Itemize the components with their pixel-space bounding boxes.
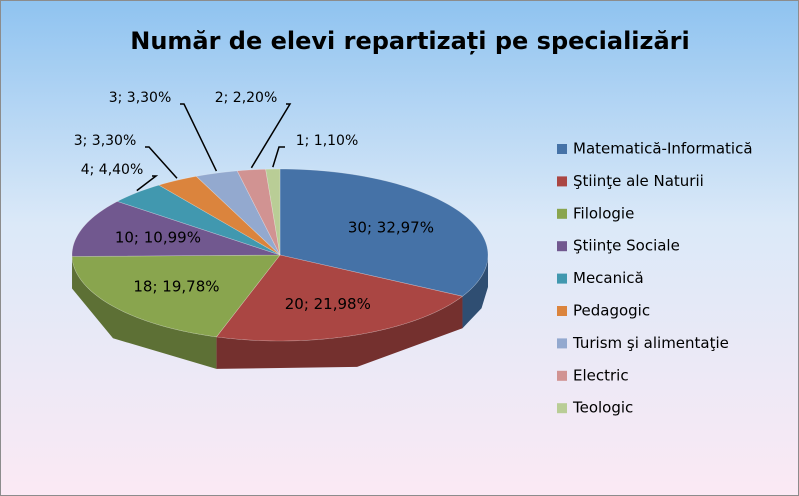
pie-slice xyxy=(265,168,281,256)
legend-label: Filologie xyxy=(573,204,634,222)
pie-slice xyxy=(158,175,281,256)
data-label: 3; 3,30% xyxy=(109,90,172,106)
legend-label: Pedagogic xyxy=(573,302,650,320)
pie-side xyxy=(72,256,217,369)
legend-swatch xyxy=(557,176,567,187)
chart-title: Număr de elevi repartizați pe specializă… xyxy=(130,27,690,55)
pie-slice xyxy=(71,201,281,257)
data-label: 1; 1,10% xyxy=(296,133,359,149)
legend-label: Turism şi alimentaţie xyxy=(572,334,729,352)
legend-swatch xyxy=(557,241,567,252)
leader-line xyxy=(250,103,292,169)
legend-label: Ştiinţe ale Naturii xyxy=(573,172,704,190)
legend-swatch xyxy=(557,306,567,316)
data-label: 30; 32,97% xyxy=(348,218,434,236)
data-label: 2; 2,20% xyxy=(215,90,278,106)
legend: Matematică-Informatică Ştiinţe ale Naturi… xyxy=(557,140,753,417)
data-label: 20; 21,98% xyxy=(285,295,371,313)
legend-label: Ştiinţe Sociale xyxy=(573,237,680,255)
data-label: 4; 4,40% xyxy=(81,162,144,178)
legend-swatch xyxy=(557,370,567,381)
legend-swatch xyxy=(557,208,567,219)
data-labels: 30; 32,97% 20; 21,98% 18; 19,78% 10; 10,99%… xyxy=(74,90,434,313)
leader-line xyxy=(145,146,178,179)
pie-slice xyxy=(195,170,281,256)
pie-sides xyxy=(72,255,488,369)
legend-label: Electric xyxy=(573,366,629,384)
data-label: 10; 10,99% xyxy=(115,228,201,246)
data-label: 18; 19,78% xyxy=(133,277,219,295)
legend-swatch xyxy=(557,273,567,284)
pie-slice xyxy=(71,254,281,338)
pie-side xyxy=(462,255,488,329)
pie-tops xyxy=(71,168,489,342)
leader-line xyxy=(272,146,285,168)
pie-slice xyxy=(236,168,281,256)
pie-slice xyxy=(215,254,464,342)
leader-line xyxy=(136,175,159,192)
legend-label: Mecanică xyxy=(573,269,644,287)
legend-swatch xyxy=(557,403,567,414)
legend-swatch xyxy=(557,144,567,154)
data-label: 3; 3,30% xyxy=(74,133,137,149)
legend-swatch xyxy=(557,338,567,349)
pie-side xyxy=(216,296,463,369)
legend-label: Matematică-Informatică xyxy=(573,140,753,158)
legend-label: Teologic xyxy=(572,399,633,417)
leader-line xyxy=(180,103,218,172)
pie-slice xyxy=(116,184,281,256)
pie-slice xyxy=(279,168,489,297)
